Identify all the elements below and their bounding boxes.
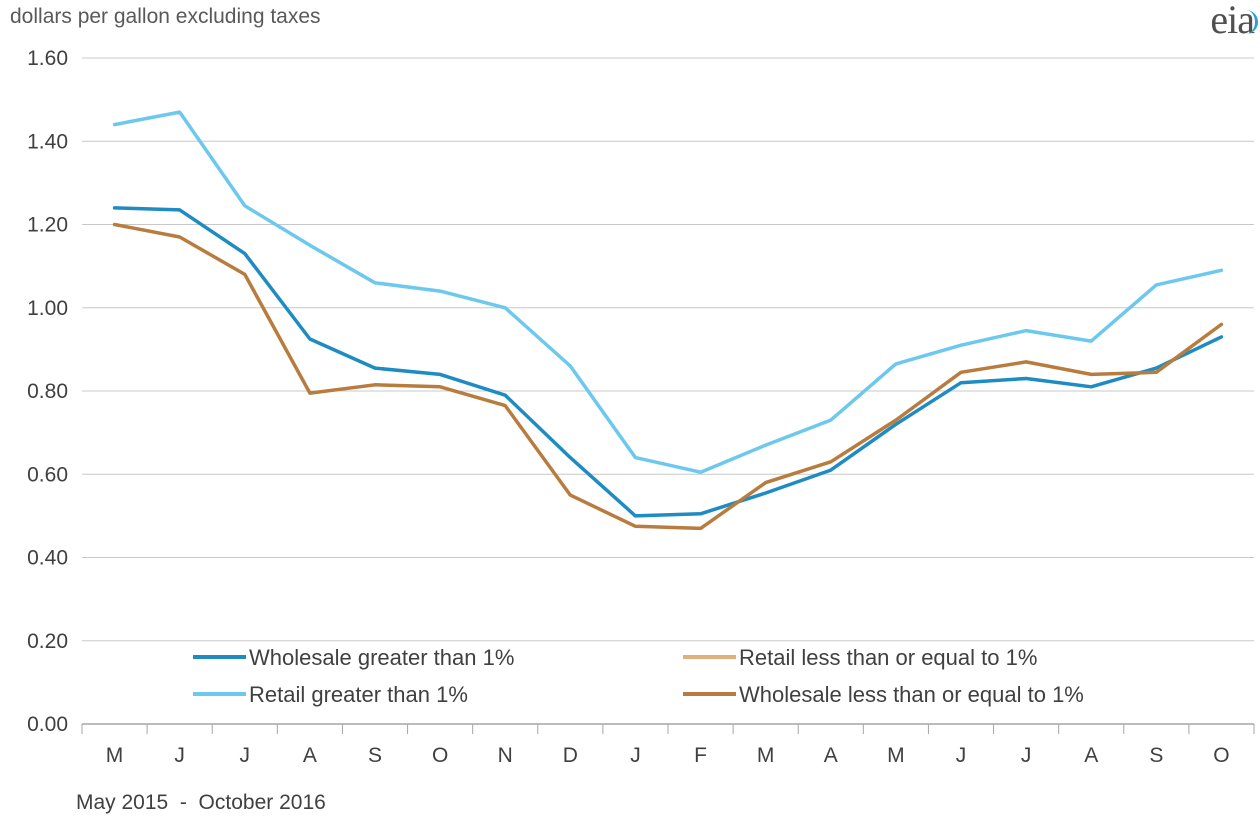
date-range-label: May 2015 - October 2016	[76, 791, 326, 814]
x-tick-label: O	[432, 744, 448, 767]
x-tick-label: J	[1021, 744, 1032, 767]
y-tick-label: 0.00	[27, 713, 68, 736]
x-tick-label: N	[498, 744, 513, 767]
legend-label: Retail greater than 1%	[249, 682, 468, 707]
x-tick-label: S	[368, 744, 382, 767]
series-line-1	[112, 110, 1224, 474]
legend-label: Retail less than or equal to 1%	[739, 645, 1037, 670]
y-tick-label: 1.40	[27, 130, 68, 153]
x-tick-label: M	[757, 744, 775, 767]
series-lines	[112, 110, 1224, 531]
series-line-0	[112, 206, 1224, 518]
x-tick-label: O	[1213, 744, 1229, 767]
y-axis-unit-label: dollars per gallon excluding taxes	[10, 5, 321, 28]
x-tick-label: S	[1149, 744, 1163, 767]
x-tick-label: M	[887, 744, 905, 767]
x-tick-label: J	[956, 744, 967, 767]
y-tick-label: 0.40	[27, 547, 68, 570]
x-tick-label: A	[1084, 744, 1098, 767]
legend-label: Wholesale less than or equal to 1%	[739, 682, 1084, 707]
eia-logo-swoosh-icon	[1245, 10, 1258, 34]
y-tick-label: 1.20	[27, 214, 68, 237]
x-tick-label: J	[630, 744, 641, 767]
gridlines	[82, 57, 1254, 642]
x-tick-label: A	[303, 744, 317, 767]
eia-logo: eia	[1210, 0, 1258, 43]
y-axis-tick-labels: 0.00 0.20 0.40 0.60 0.80 1.00 1.20 1.40 1.60	[27, 47, 68, 736]
x-tick-label: J	[174, 744, 185, 767]
x-tick-label: M	[106, 744, 124, 767]
x-tick-label: A	[824, 744, 838, 767]
legend: Wholesale greater than 1% Retail less tha…	[193, 645, 1084, 707]
legend-label: Wholesale greater than 1%	[249, 645, 514, 670]
x-tick-label: D	[563, 744, 578, 767]
y-tick-label: 0.80	[27, 380, 68, 403]
x-tick-label: J	[240, 744, 251, 767]
y-tick-label: 1.00	[27, 297, 68, 320]
y-tick-label: 0.60	[27, 463, 68, 486]
x-axis	[81, 723, 1255, 734]
x-tick-label: F	[694, 744, 707, 767]
series-line-3	[112, 222, 1224, 531]
y-tick-label: 1.60	[27, 47, 68, 70]
y-tick-label: 0.20	[27, 630, 68, 653]
